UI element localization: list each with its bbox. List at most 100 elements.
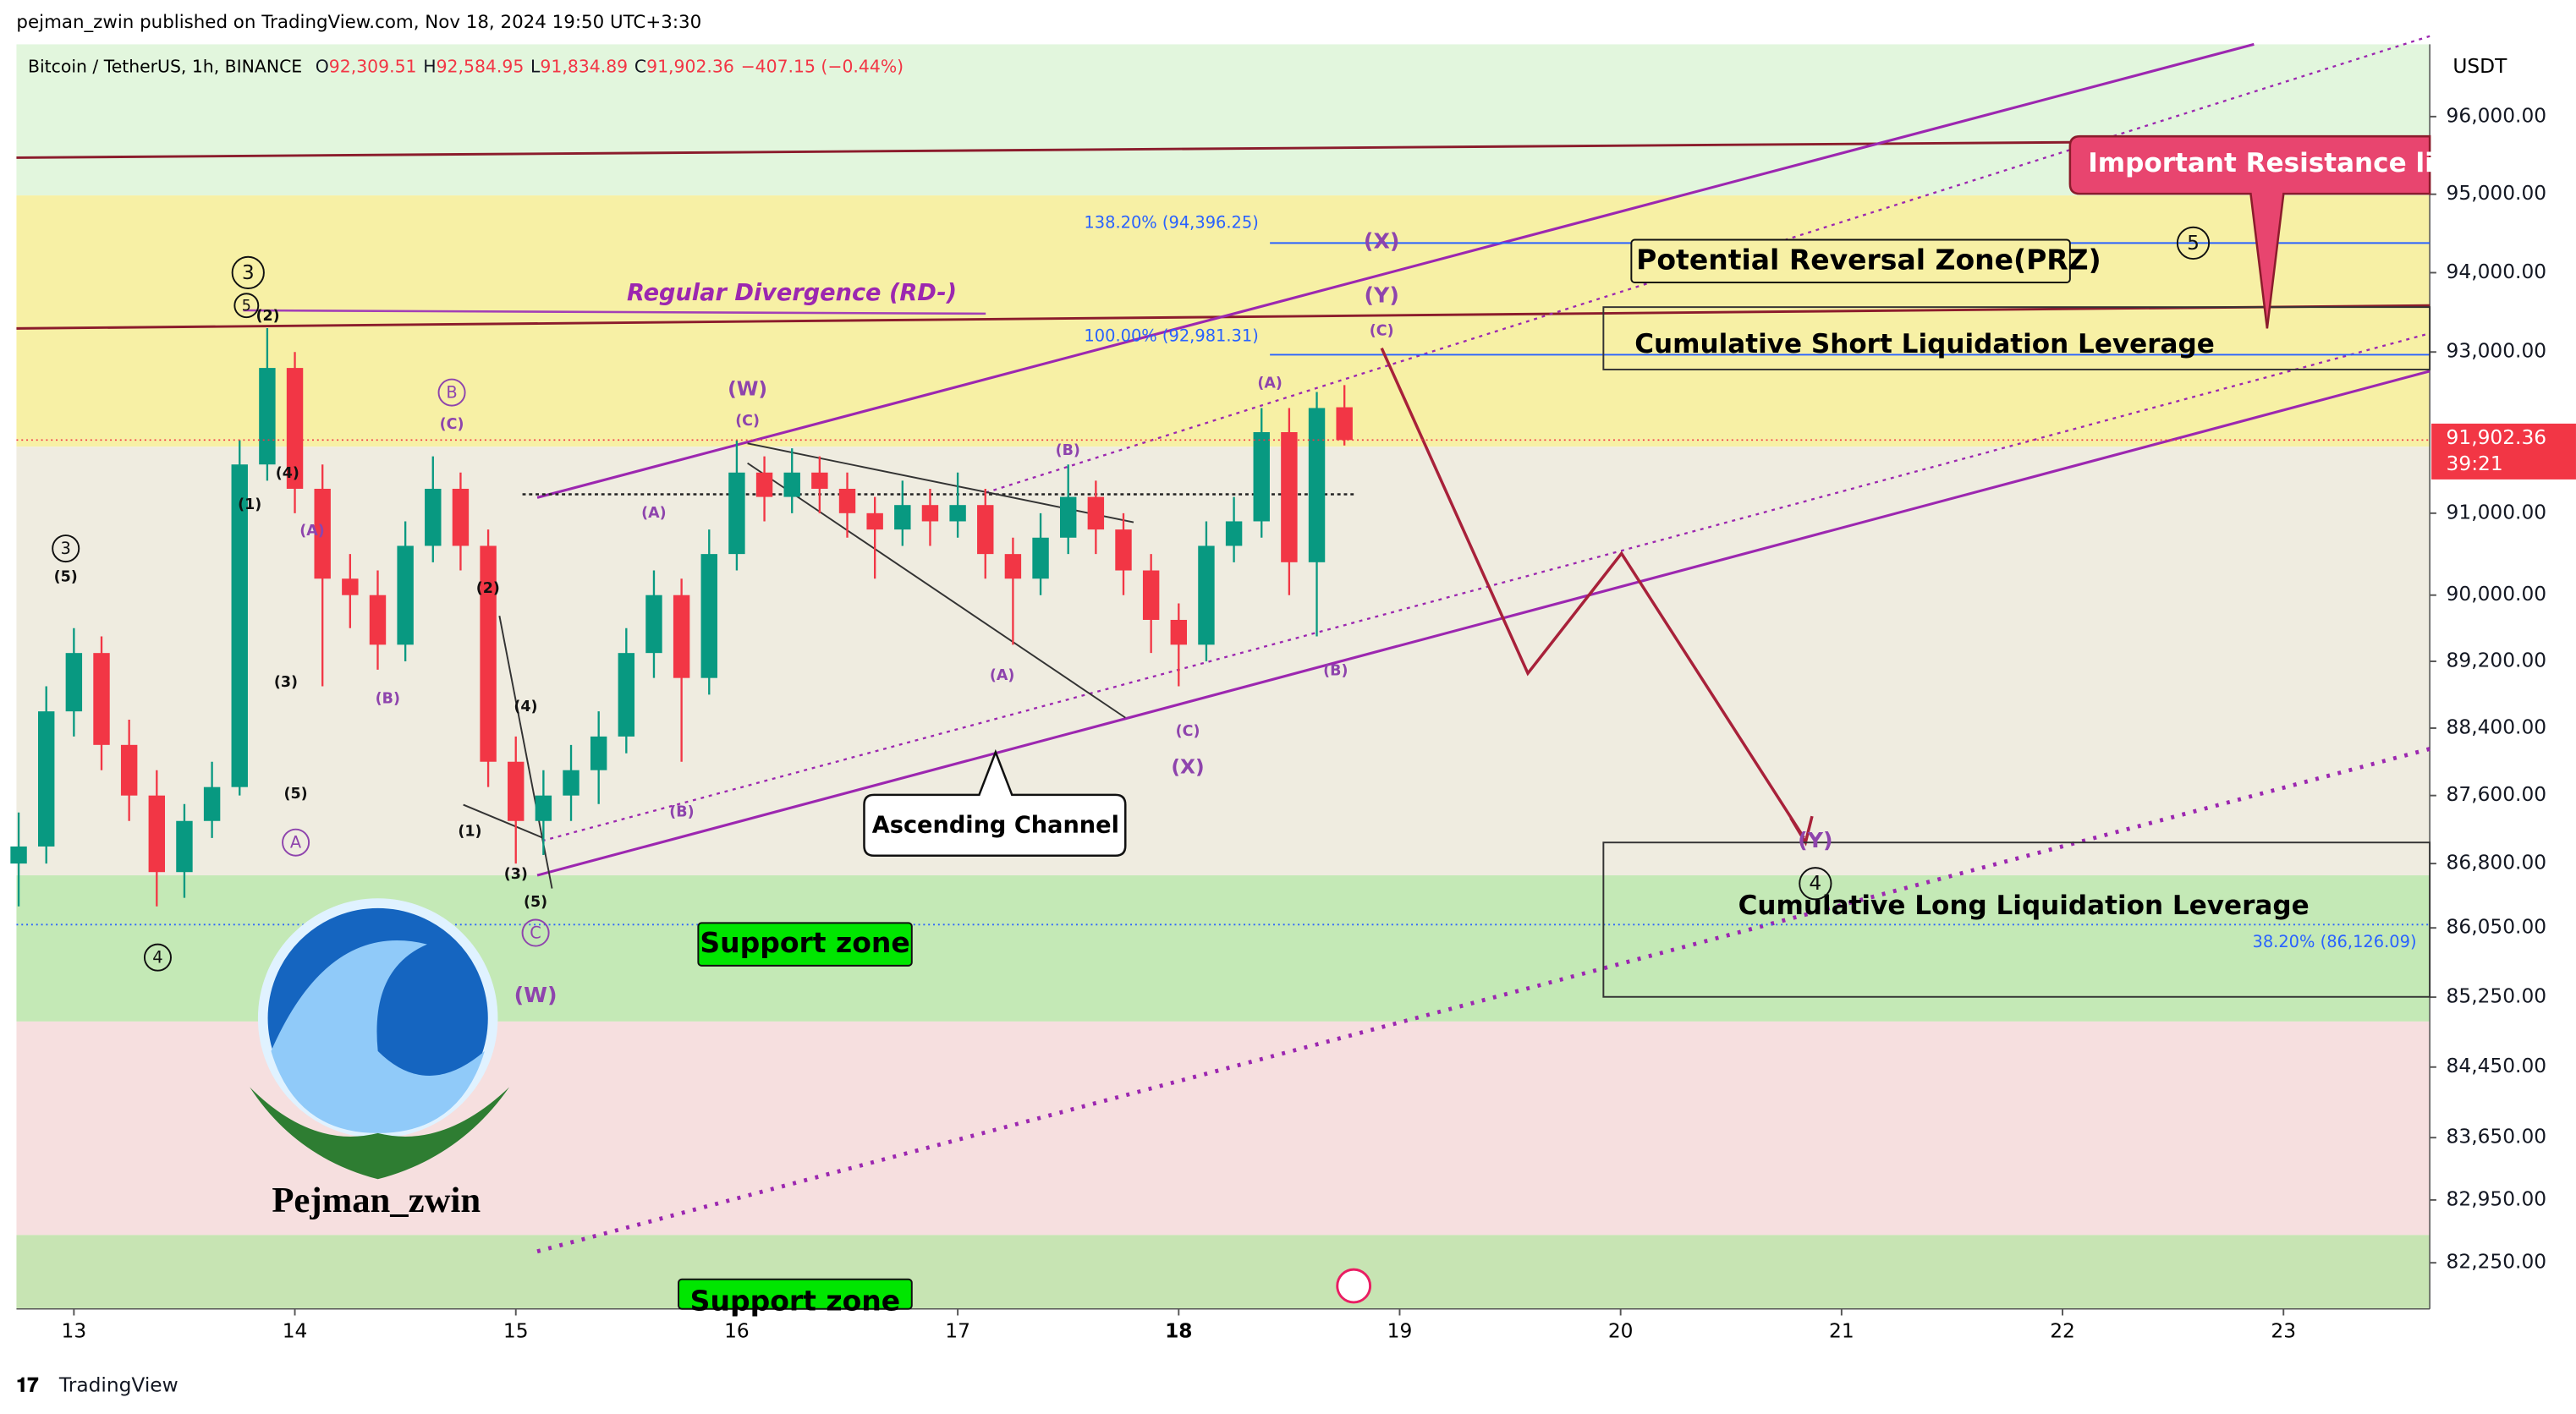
wave-label: (C) bbox=[1176, 723, 1200, 740]
wave-label: (Y) bbox=[1798, 828, 1832, 852]
candle-body bbox=[1032, 537, 1049, 579]
candle-body bbox=[93, 653, 110, 745]
y-tick-label: 93,000.00 bbox=[2447, 340, 2547, 363]
candle-body bbox=[977, 505, 994, 555]
candle-body bbox=[673, 595, 690, 678]
channel-label: Ascending Channel bbox=[872, 812, 1119, 838]
wave-label: (B) bbox=[669, 803, 694, 820]
y-tick-label: 88,400.00 bbox=[2447, 715, 2547, 738]
candle-body bbox=[369, 595, 387, 645]
callout bbox=[2068, 134, 2431, 329]
ohlc-key: C bbox=[634, 57, 646, 77]
wave-label: (3) bbox=[274, 674, 298, 691]
candle-body bbox=[65, 653, 83, 712]
candle-body bbox=[811, 472, 828, 489]
wave-circle bbox=[521, 918, 550, 947]
wave-label: (2) bbox=[256, 308, 280, 325]
wave-label: (5) bbox=[284, 786, 308, 803]
candle-body bbox=[535, 795, 552, 821]
fib-label: 100.00% (92,981.31) bbox=[1084, 326, 1258, 346]
wave-circle bbox=[437, 378, 466, 407]
candle-body bbox=[314, 488, 331, 579]
candle-body bbox=[645, 595, 662, 654]
wave-label: (A) bbox=[990, 667, 1015, 684]
candle-body bbox=[949, 505, 966, 522]
candle-body bbox=[37, 711, 55, 847]
label-box bbox=[1630, 238, 2071, 283]
candle-body bbox=[921, 505, 939, 522]
liq-box bbox=[1602, 306, 2431, 370]
candle-body bbox=[203, 786, 221, 821]
candle-body bbox=[425, 488, 442, 546]
wave-label: A bbox=[290, 833, 302, 852]
wave-circle bbox=[2176, 226, 2211, 260]
x-tick-label: 20 bbox=[1608, 1319, 1634, 1342]
x-tick-label: 18 bbox=[1165, 1319, 1192, 1342]
support-label: Support zone bbox=[700, 926, 909, 959]
callout bbox=[863, 748, 1127, 858]
wave-circle bbox=[282, 828, 310, 857]
ohlc-value: 92,584.95 bbox=[437, 57, 525, 77]
candle-body bbox=[259, 368, 276, 465]
ohlc-key: L bbox=[530, 57, 541, 77]
y-tick-label: 84,450.00 bbox=[2447, 1055, 2547, 1077]
price-tag bbox=[2431, 423, 2576, 480]
wave-label: 4 bbox=[152, 948, 162, 967]
fib-label: 138.20% (94,396.25) bbox=[1084, 213, 1258, 233]
y-tick-label: 91,000.00 bbox=[2447, 501, 2547, 523]
trend-line bbox=[16, 138, 2430, 159]
candle-body bbox=[618, 653, 635, 737]
y-tick-label: 86,800.00 bbox=[2447, 852, 2547, 874]
candle-body bbox=[342, 578, 359, 595]
wave-label: (C) bbox=[440, 416, 464, 433]
wave-label: (C) bbox=[1370, 322, 1394, 339]
trend-line bbox=[536, 42, 2255, 499]
candle-body bbox=[838, 488, 856, 513]
candle-body bbox=[231, 464, 248, 787]
trend-line bbox=[747, 462, 1126, 719]
wave-circle bbox=[52, 534, 80, 563]
wave-label: (X) bbox=[1364, 228, 1400, 253]
candle-body bbox=[1198, 545, 1215, 645]
wave-label: (A) bbox=[641, 505, 667, 522]
y-tick-label: 96,000.00 bbox=[2447, 104, 2547, 127]
y-tick-label: 85,250.00 bbox=[2447, 985, 2547, 1008]
x-tick-label: 16 bbox=[724, 1319, 750, 1342]
wave-circle bbox=[1799, 867, 1832, 901]
wave-label: 4 bbox=[1809, 872, 1821, 895]
candle-body bbox=[1308, 408, 1326, 562]
x-tick-label: 14 bbox=[283, 1319, 308, 1342]
wave-label: (B) bbox=[1323, 662, 1348, 679]
x-tick-label: 22 bbox=[2050, 1319, 2075, 1342]
ohlc-value: 92,309.51 bbox=[329, 57, 417, 77]
candle-body bbox=[508, 761, 525, 821]
candle-body bbox=[1225, 521, 1243, 546]
trend-line bbox=[536, 747, 2430, 1254]
wave-label: 3 bbox=[61, 539, 71, 558]
brand: Pejman_zwin bbox=[272, 1181, 481, 1220]
candle-body bbox=[1142, 570, 1160, 620]
wave-label: (2) bbox=[476, 580, 500, 597]
wave-label: C bbox=[530, 923, 541, 942]
change: −407.15 (−0.44%) bbox=[741, 57, 904, 77]
support-label: Support zone bbox=[690, 1284, 900, 1317]
candle-body bbox=[1059, 496, 1077, 538]
wave-label: 5 bbox=[242, 298, 251, 315]
candle-body bbox=[1170, 619, 1188, 645]
candle-body bbox=[1253, 432, 1270, 522]
candle-body bbox=[120, 744, 138, 796]
prz-label: Potential Reversal Zone(PRZ) bbox=[1636, 243, 2101, 276]
candle-body bbox=[10, 846, 27, 864]
candle-body bbox=[1336, 407, 1353, 441]
wave-label: (W) bbox=[728, 378, 767, 401]
candle-body bbox=[148, 795, 166, 873]
ohlc-key: O bbox=[316, 57, 329, 77]
price-tag-timer: 39:21 bbox=[2447, 452, 2503, 475]
footer: TradingView bbox=[58, 1373, 179, 1396]
publisher: pejman_zwin published on TradingView.com… bbox=[16, 12, 701, 33]
wave-label: (A) bbox=[299, 523, 325, 540]
long-liq: Cumulative Long Liquidation Leverage bbox=[1738, 891, 2310, 921]
label-box bbox=[697, 922, 913, 967]
candle-body bbox=[1115, 529, 1132, 571]
